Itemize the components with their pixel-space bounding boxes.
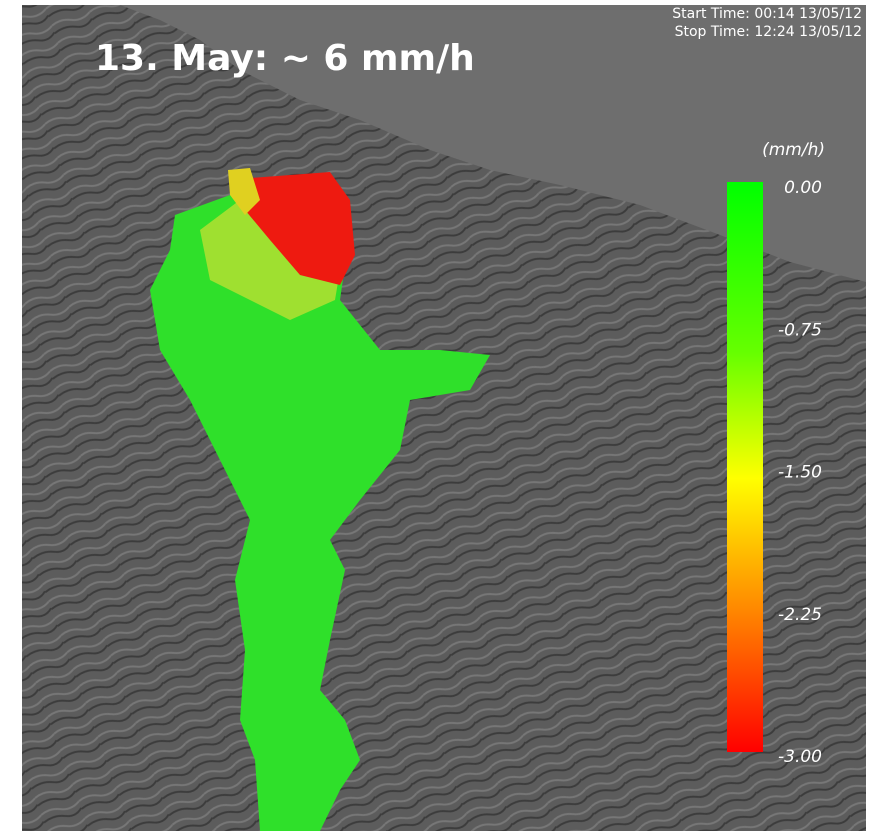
colorbar-unit: (mm/h) bbox=[762, 140, 825, 160]
start-time: Start Time: 00:14 13/05/12 bbox=[672, 6, 862, 22]
stop-time: Stop Time: 12:24 13/05/12 bbox=[675, 24, 862, 40]
viewer: 13. May: ~ 6 mm/h Start Time: 00:14 13/0… bbox=[0, 0, 882, 831]
colorbar-tick-label: -3.00 bbox=[778, 747, 822, 767]
title: 13. May: ~ 6 mm/h bbox=[95, 38, 475, 79]
colorbar bbox=[727, 182, 763, 752]
scene: 13. May: ~ 6 mm/h Start Time: 00:14 13/0… bbox=[22, 5, 866, 831]
colorbar-tick-label: -2.25 bbox=[778, 605, 822, 625]
colorbar-tick-label: -1.50 bbox=[778, 463, 822, 483]
colorbar-tick-label: 0.00 bbox=[784, 178, 822, 198]
colorbar-tick-label: -0.75 bbox=[778, 320, 822, 340]
